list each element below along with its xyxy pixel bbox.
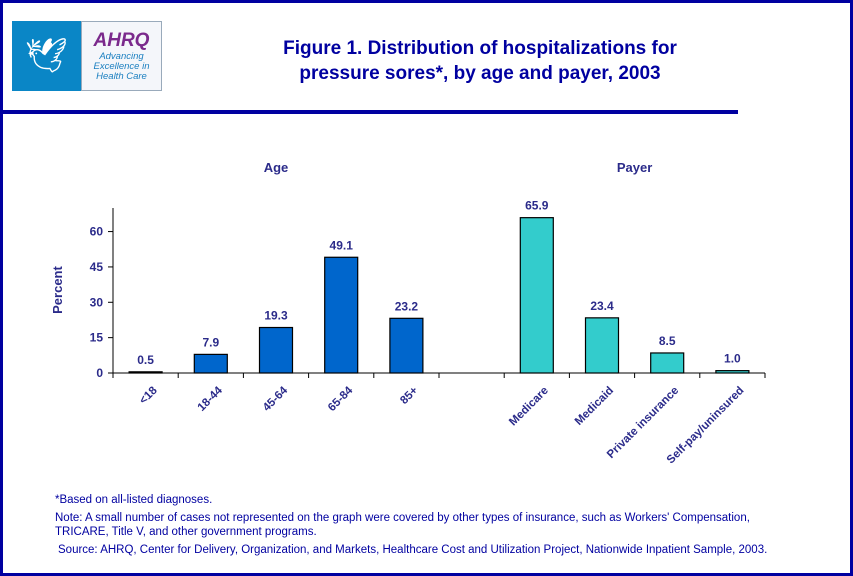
y-tick-label: 30 (90, 295, 104, 309)
title-line-1: Figure 1. Distribution of hospitalizatio… (283, 38, 677, 59)
data-label: 0.5 (137, 353, 154, 367)
x-tick-label: Private insurance (605, 385, 681, 461)
data-label: 23.4 (590, 299, 614, 313)
x-tick-label: 18-44 (196, 384, 226, 414)
bar (128, 371, 163, 374)
bar (258, 326, 294, 374)
ahrq-wordmark: AHRQ (93, 30, 150, 51)
bar (715, 370, 750, 374)
logo: 🕊 AHRQ Advancing Excellence in Health Ca… (12, 21, 162, 91)
data-label: 7.9 (202, 335, 219, 349)
group-label: Payer (617, 160, 652, 175)
y-tick-label: 60 (90, 225, 104, 239)
ahrq-tagline: Advancing Excellence in Health Care (93, 51, 150, 82)
data-label: 8.5 (659, 334, 676, 348)
note-line-2: TRICARE, Title V, and other government p… (55, 526, 317, 538)
bar (519, 217, 554, 374)
data-label: 1.0 (724, 352, 741, 366)
x-tick-label: Medicaid (573, 385, 616, 428)
x-tick-label: 85+ (398, 384, 420, 406)
x-tick-label: 45-64 (261, 384, 291, 414)
x-tick-label: 65-84 (326, 384, 356, 414)
bar (193, 353, 228, 374)
x-tick-label: <18 (137, 384, 160, 407)
bar (389, 317, 424, 374)
bar (324, 256, 359, 374)
chart-title: Figure 1. Distribution of hospitalizatio… (200, 36, 760, 86)
hhs-eagle-icon: 🕊 (12, 21, 81, 91)
header-divider (3, 110, 738, 114)
data-label: 65.9 (525, 199, 549, 213)
y-tick-label: 15 (90, 331, 104, 345)
group-label: Age (264, 160, 289, 175)
bar (584, 317, 620, 374)
footnote: *Based on all-listed diagnoses. (55, 494, 213, 506)
note-line-1: Note: A small number of cases not repres… (55, 512, 750, 524)
source: Source: AHRQ, Center for Delivery, Organ… (58, 544, 768, 556)
x-tick-label: Medicare (507, 385, 551, 429)
data-label: 49.1 (330, 238, 354, 252)
y-tick-label: 0 (96, 366, 103, 380)
ahrq-logo: AHRQ Advancing Excellence in Health Care (81, 21, 162, 91)
bar (650, 352, 685, 374)
data-label: 23.2 (395, 299, 419, 313)
y-axis-label: Percent (50, 265, 65, 313)
data-label: 19.3 (264, 309, 288, 323)
title-line-2: pressure sores*, by age and payer, 2003 (299, 63, 661, 84)
y-tick-label: 45 (90, 260, 104, 274)
